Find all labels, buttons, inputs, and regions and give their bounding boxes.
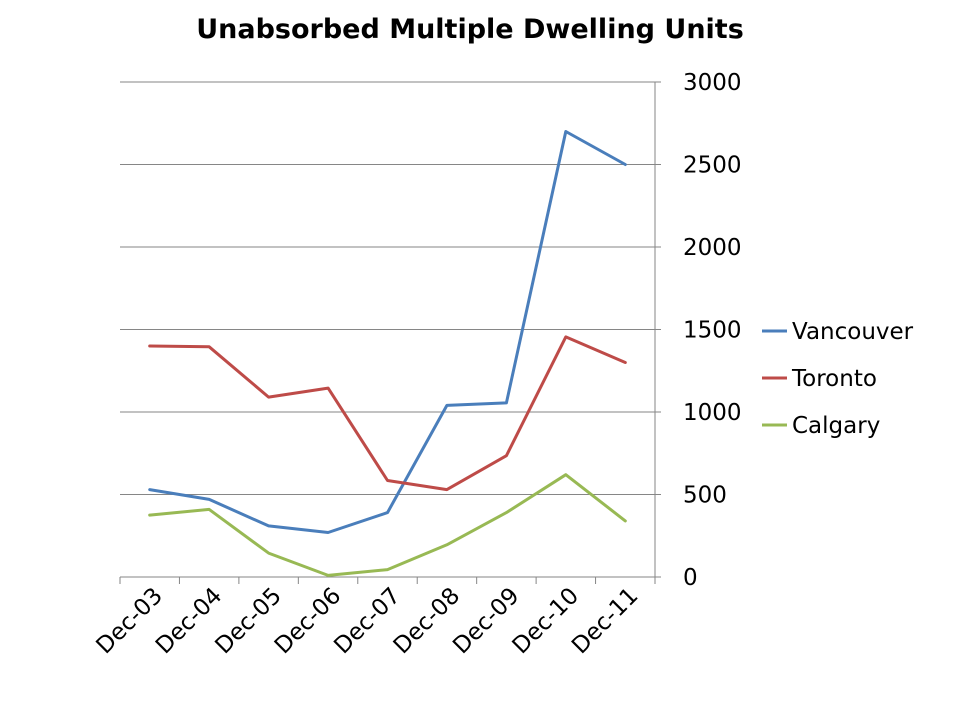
legend-label: Vancouver	[792, 319, 914, 345]
y-tick-label: 1500	[683, 318, 742, 344]
x-tick-label: Dec-06	[270, 583, 346, 659]
axes: 050010001500200025003000Dec-03Dec-04Dec-…	[92, 70, 742, 659]
x-tick-label: Dec-11	[567, 583, 643, 659]
legend: Vancouver Toronto Calgary	[762, 319, 914, 439]
series-lines	[148, 130, 627, 577]
y-tick-label: 500	[683, 483, 727, 509]
y-tick-label: 3000	[683, 70, 742, 96]
y-tick-label: 2000	[683, 235, 742, 261]
x-tick-label: Dec-09	[448, 583, 524, 659]
series-line-vancouver	[148, 130, 627, 534]
series-line-calgary	[148, 473, 627, 577]
x-tick-label: Dec-04	[151, 583, 227, 659]
legend-label: Calgary	[792, 413, 880, 439]
chart-title: Unabsorbed Multiple Dwelling Units	[196, 14, 744, 45]
x-tick-label: Dec-05	[210, 583, 286, 659]
x-tick-label: Dec-07	[329, 583, 405, 659]
y-tick-label: 0	[683, 565, 698, 591]
series-line-toronto	[148, 335, 627, 492]
gridlines	[120, 81, 655, 495]
legend-label: Toronto	[791, 366, 877, 392]
y-tick-label: 2500	[683, 153, 742, 179]
y-tick-label: 1000	[683, 400, 742, 426]
